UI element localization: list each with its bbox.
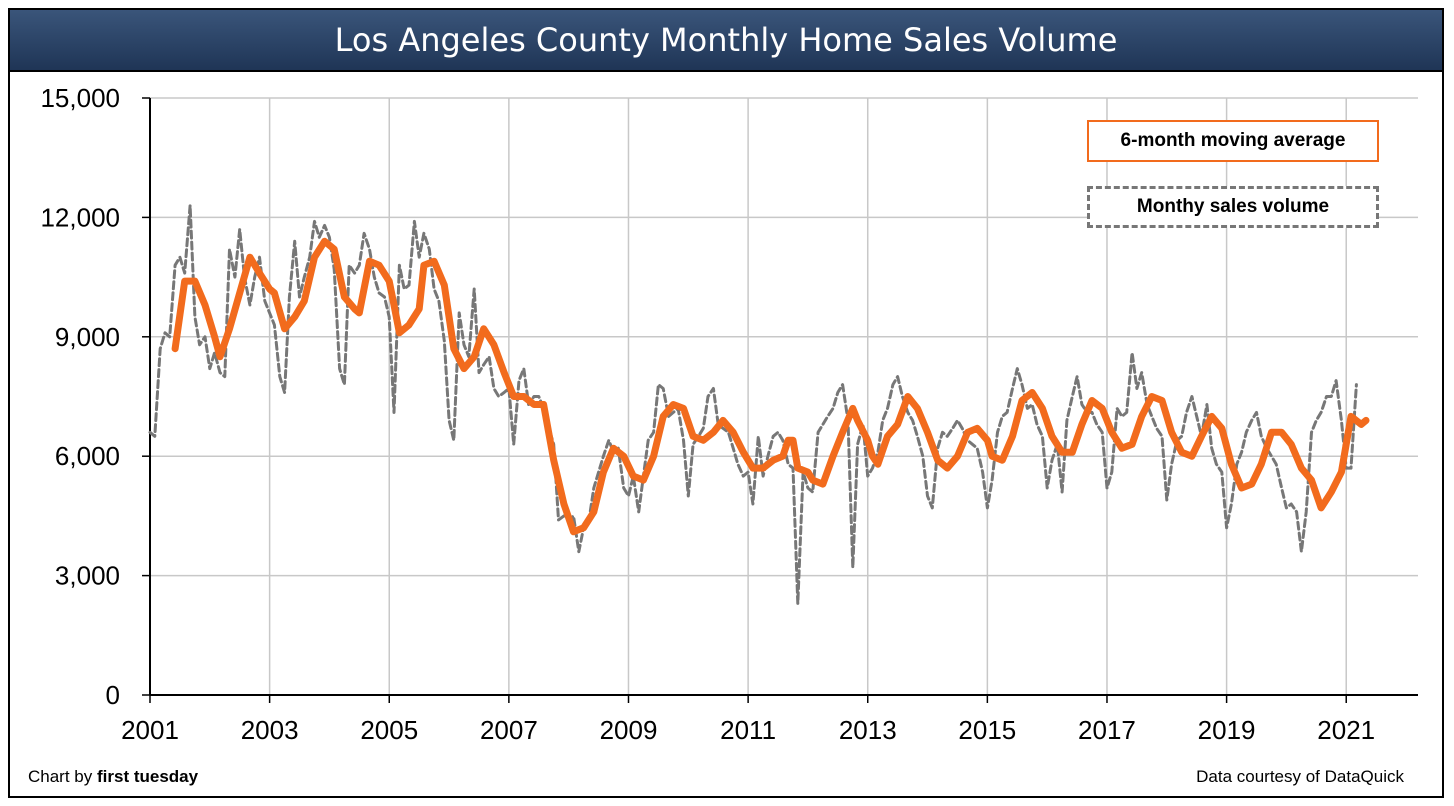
- chart-credit: Chart by first tuesday: [28, 767, 198, 787]
- y-tick-label: 15,000: [40, 83, 120, 113]
- y-tick-label: 3,000: [55, 561, 120, 591]
- x-tick-label: 2015: [958, 715, 1016, 745]
- data-source: Data courtesy of DataQuick: [1196, 767, 1404, 786]
- y-tick-label: 6,000: [55, 441, 120, 471]
- x-tick-label: 2009: [600, 715, 658, 745]
- chart-title-bar: Los Angeles County Monthly Home Sales Vo…: [10, 10, 1442, 72]
- moving-average-line: [171, 237, 1370, 536]
- x-tick-label: 2017: [1078, 715, 1136, 745]
- x-tick-label: 2005: [360, 715, 418, 745]
- x-tick-label: 2019: [1198, 715, 1256, 745]
- legend-monthly-volume: Monthy sales volume: [1087, 186, 1379, 228]
- y-tick-label: 9,000: [55, 322, 120, 352]
- x-tick-label: 2003: [241, 715, 299, 745]
- x-tick-label: 2013: [839, 715, 897, 745]
- chart-credit-name: first tuesday: [96, 767, 199, 786]
- x-tick-label: 2021: [1317, 715, 1375, 745]
- legend-moving-average: 6-month moving average: [1087, 120, 1379, 162]
- y-tick-label: 0: [106, 680, 120, 710]
- x-tick-label: 2001: [121, 715, 179, 745]
- x-tick-label: 2007: [480, 715, 538, 745]
- x-tick-label: 2011: [720, 715, 776, 745]
- chart-title: Los Angeles County Monthly Home Sales Vo…: [334, 21, 1118, 59]
- y-tick-label: 12,000: [40, 202, 120, 232]
- chart-credit-prefix: Chart by: [28, 767, 97, 786]
- monthly-sales-volume-line: [148, 204, 1358, 605]
